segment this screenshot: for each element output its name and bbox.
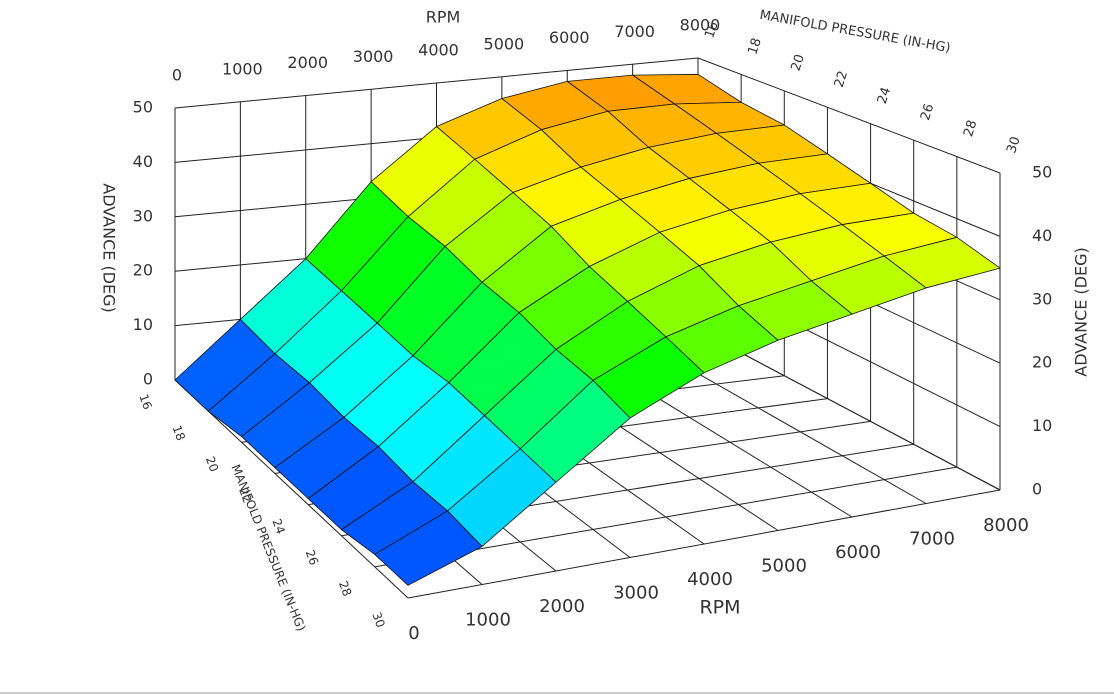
y-tick-label: 26 xyxy=(918,102,937,122)
y-tick-label: 24 xyxy=(875,86,894,106)
z-axis-title: ADVANCE (DEG) xyxy=(1072,247,1091,377)
z-tick-label: 50 xyxy=(133,98,153,117)
side-wall-grid-line xyxy=(697,57,1001,174)
y-tick-label: 18 xyxy=(745,36,764,56)
floor-grid-line xyxy=(174,379,409,599)
z-tick-label: 30 xyxy=(1032,289,1052,308)
z-tick-label: 30 xyxy=(133,206,153,225)
y-tick-label: 16 xyxy=(702,20,721,40)
z-tick-label: 10 xyxy=(1032,416,1052,435)
y-tick-label: 30 xyxy=(1004,135,1023,155)
x-tick-label: 7000 xyxy=(909,529,955,550)
z-tick-label: 0 xyxy=(1032,480,1042,499)
y-tick-label: 18 xyxy=(170,423,188,442)
x-tick-label: 5000 xyxy=(484,34,525,53)
y-tick-label: 16 xyxy=(136,392,154,411)
y-tick-label: 28 xyxy=(336,579,354,598)
x-tick-label: 4000 xyxy=(687,569,733,590)
x-tick-label: 8000 xyxy=(680,16,721,35)
z-tick-label: 40 xyxy=(1032,226,1052,245)
x-tick-label: 1000 xyxy=(222,59,263,78)
z-tick-label: 0 xyxy=(143,370,153,389)
x-axis-title: RPM xyxy=(426,8,461,27)
x-tick-label: 6000 xyxy=(549,28,590,47)
y-tick-label: 22 xyxy=(236,486,254,505)
x-tick-label: 3000 xyxy=(613,583,659,604)
y-tick-label: 20 xyxy=(789,53,808,73)
y-tick-label: 20 xyxy=(203,455,221,474)
x-axis-title: RPM xyxy=(699,597,740,619)
y-tick-label: 26 xyxy=(303,548,321,567)
y-tick-label: 24 xyxy=(269,517,287,536)
x-tick-label: 7000 xyxy=(614,22,655,41)
y-tick-label: 28 xyxy=(961,118,980,138)
x-tick-label: 0 xyxy=(408,623,419,644)
z-tick-label: 40 xyxy=(133,152,153,171)
back-wall-grid-line xyxy=(174,57,699,109)
x-tick-label: 8000 xyxy=(983,515,1029,536)
surface-layer xyxy=(174,73,1001,586)
x-tick-label: 1000 xyxy=(465,610,511,631)
x-tick-label: 6000 xyxy=(835,542,881,563)
z-tick-label: 10 xyxy=(133,315,153,334)
z-axis-title: ADVANCE (DEG) xyxy=(100,183,119,313)
floor-grid-line xyxy=(407,489,1001,599)
z-tick-label: 50 xyxy=(1032,163,1052,182)
side-wall-grid-line xyxy=(697,329,1001,491)
y-tick-label: 22 xyxy=(832,69,851,89)
y-tick-label: 30 xyxy=(369,610,387,629)
x-tick-label: 2000 xyxy=(539,596,585,617)
x-tick-label: 3000 xyxy=(353,47,394,66)
x-tick-label: 0 xyxy=(172,66,182,85)
x-tick-label: 2000 xyxy=(287,53,328,72)
surface-patch xyxy=(374,510,483,586)
x-tick-label: 5000 xyxy=(761,556,807,577)
z-tick-label: 20 xyxy=(1032,353,1052,372)
y-axis-title: MANIFOLD PRESSURE (IN-HG) xyxy=(758,8,951,56)
x-tick-label: 4000 xyxy=(418,41,459,60)
z-tick-label: 20 xyxy=(133,261,153,280)
